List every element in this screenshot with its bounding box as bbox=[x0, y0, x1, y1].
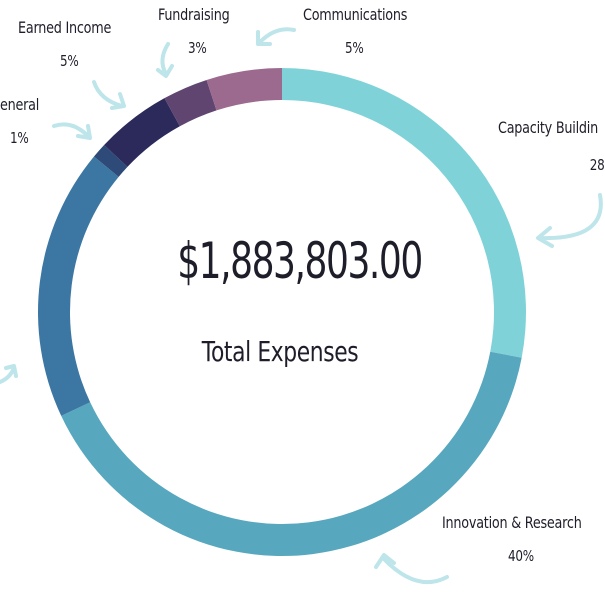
arrow-general bbox=[52, 122, 92, 140]
arrow-innovation bbox=[374, 553, 449, 585]
label-general: eneral 1% bbox=[0, 97, 49, 146]
label-earned-income-name: Earned Income bbox=[18, 18, 112, 37]
label-innovation-research-name: Innovation & Research bbox=[442, 513, 582, 532]
label-communications-pct: 5% bbox=[345, 39, 364, 57]
total-expenses-value: $1,883,803.00 bbox=[177, 232, 423, 290]
label-general-pct: 1% bbox=[10, 129, 29, 147]
arrow-left-partial bbox=[0, 364, 18, 384]
donut-slice-general bbox=[93, 144, 128, 177]
label-capacity-building: Capacity Buildin 28 bbox=[498, 120, 605, 173]
label-fundraising-pct: 3% bbox=[188, 39, 207, 57]
arrow-fundraising bbox=[156, 42, 174, 78]
donut-slice-fundraising bbox=[164, 79, 217, 127]
arrow-communications bbox=[256, 27, 296, 46]
total-expenses-caption: Total Expenses bbox=[201, 335, 359, 368]
donut-slice-communications bbox=[206, 68, 282, 111]
label-communications-name: Communications bbox=[303, 5, 408, 24]
label-capacity-building-name: Capacity Buildin bbox=[498, 118, 598, 137]
label-earned-income-pct: 5% bbox=[60, 52, 79, 70]
donut-slice-unlabeled bbox=[38, 156, 119, 416]
label-fundraising: Fundraising 3% bbox=[158, 7, 247, 56]
donut-slice-innovation-research bbox=[61, 351, 522, 556]
arrow-earned-income bbox=[92, 80, 126, 110]
arrow-capacity-building bbox=[536, 193, 603, 248]
label-earned-income: Earned Income 5% bbox=[18, 20, 134, 69]
label-innovation-research-pct: 40% bbox=[508, 547, 534, 565]
label-capacity-building-pct: 28 bbox=[589, 156, 605, 174]
label-innovation-research: Innovation & Research 40% bbox=[442, 515, 605, 564]
label-general-name: eneral bbox=[0, 95, 40, 114]
label-fundraising-name: Fundraising bbox=[158, 5, 230, 24]
donut-slice-earned-income bbox=[104, 98, 180, 167]
donut-slice-capacity-building bbox=[282, 68, 526, 358]
label-communications: Communications 5% bbox=[303, 7, 433, 56]
